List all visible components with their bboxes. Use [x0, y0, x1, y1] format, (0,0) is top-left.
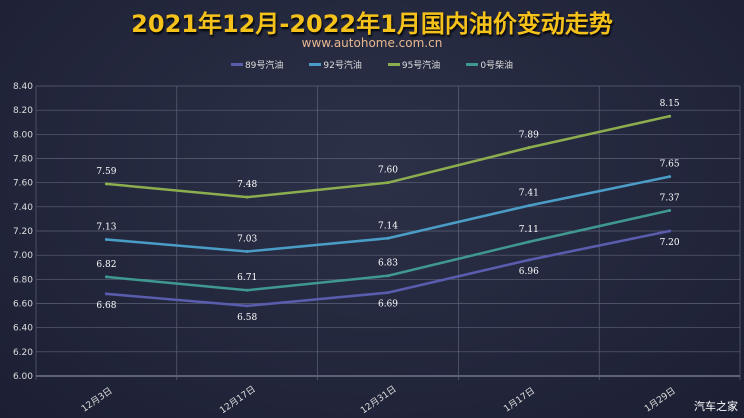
data-label: 7.89 [519, 131, 539, 141]
legend-label: 0号柴油 [480, 61, 514, 71]
data-point [527, 146, 531, 150]
y-tick-label: 6.20 [13, 348, 33, 358]
data-point [245, 250, 249, 254]
data-label: 7.59 [96, 167, 116, 177]
series-line [106, 175, 670, 253]
data-label: 6.83 [378, 259, 398, 269]
data-label: 7.03 [237, 235, 257, 245]
data-point [245, 304, 249, 308]
y-tick-label: 7.20 [13, 227, 33, 237]
x-tick-label: 1月17日 [502, 385, 537, 414]
data-point [668, 208, 672, 212]
legend-item[interactable]: 95号汽油 [387, 58, 441, 71]
data-point [386, 291, 390, 295]
legend-item[interactable]: 92号汽油 [309, 58, 362, 71]
y-tick-label: 6.60 [13, 300, 33, 310]
data-label: 7.11 [519, 225, 539, 235]
data-point [104, 292, 108, 296]
data-label: 7.13 [96, 222, 116, 232]
data-label: 7.48 [237, 180, 257, 190]
data-label: 7.60 [378, 166, 398, 176]
data-label: 6.58 [237, 313, 257, 323]
y-tick-label: 6.40 [13, 324, 33, 334]
data-point [527, 240, 531, 244]
chart-title: 2021年12月-2022年1月国内油价变动走势 [131, 10, 613, 38]
data-point [668, 114, 672, 118]
y-tick-label: 8.00 [13, 130, 33, 140]
legend-swatch [387, 63, 400, 66]
data-label: 6.68 [96, 301, 116, 311]
data-point [386, 181, 390, 185]
x-tick-label: 12月31日 [359, 384, 399, 416]
legend: 89号汽油 92号汽油 95号汽油 0号柴油 [0, 58, 744, 71]
data-label: 7.37 [660, 193, 680, 203]
y-tick-label: 6.00 [13, 372, 33, 382]
data-label: 7.14 [378, 221, 398, 231]
watermark: 汽车之家 [694, 400, 738, 413]
data-label: 6.82 [96, 260, 116, 270]
y-tick-label: 6.80 [13, 275, 33, 285]
data-label: 7.41 [519, 189, 539, 199]
legend-item[interactable]: 89号汽油 [230, 58, 284, 71]
x-tick-label: 12月17日 [218, 384, 258, 416]
data-point [668, 229, 672, 233]
data-point [245, 288, 249, 292]
y-tick-label: 7.00 [13, 251, 33, 261]
y-tick-label: 8.40 [13, 82, 33, 92]
legend-swatch [230, 63, 243, 66]
y-tick-label: 8.20 [13, 106, 33, 116]
x-tick-label: 1月29日 [643, 385, 678, 414]
legend-swatch [309, 63, 322, 66]
data-label: 8.15 [660, 99, 680, 109]
y-tick-label: 7.80 [13, 155, 33, 165]
y-tick-label: 7.60 [13, 179, 33, 189]
chart-subtitle: www.autohome.com.cn [301, 36, 443, 50]
legend-item[interactable]: 0号柴油 [466, 58, 513, 71]
data-point [527, 204, 531, 208]
data-label: 7.65 [660, 160, 680, 170]
data-point [386, 274, 390, 278]
data-point [104, 275, 108, 279]
data-point [104, 182, 108, 186]
y-tick-label: 7.40 [13, 203, 33, 213]
data-point [386, 236, 390, 240]
data-label: 6.96 [519, 267, 539, 277]
legend-label: 95号汽油 [401, 61, 441, 71]
series-line [106, 114, 670, 199]
data-point [104, 237, 108, 241]
legend-label: 89号汽油 [244, 61, 284, 71]
legend-label: 92号汽油 [323, 61, 362, 71]
data-label: 6.69 [378, 300, 398, 310]
data-label: 6.71 [237, 273, 257, 283]
data-point [668, 175, 672, 179]
data-label: 7.20 [660, 238, 680, 248]
x-tick-label: 12月3日 [79, 385, 114, 414]
data-point [527, 258, 531, 262]
legend-swatch [466, 63, 479, 66]
data-point [245, 195, 249, 199]
